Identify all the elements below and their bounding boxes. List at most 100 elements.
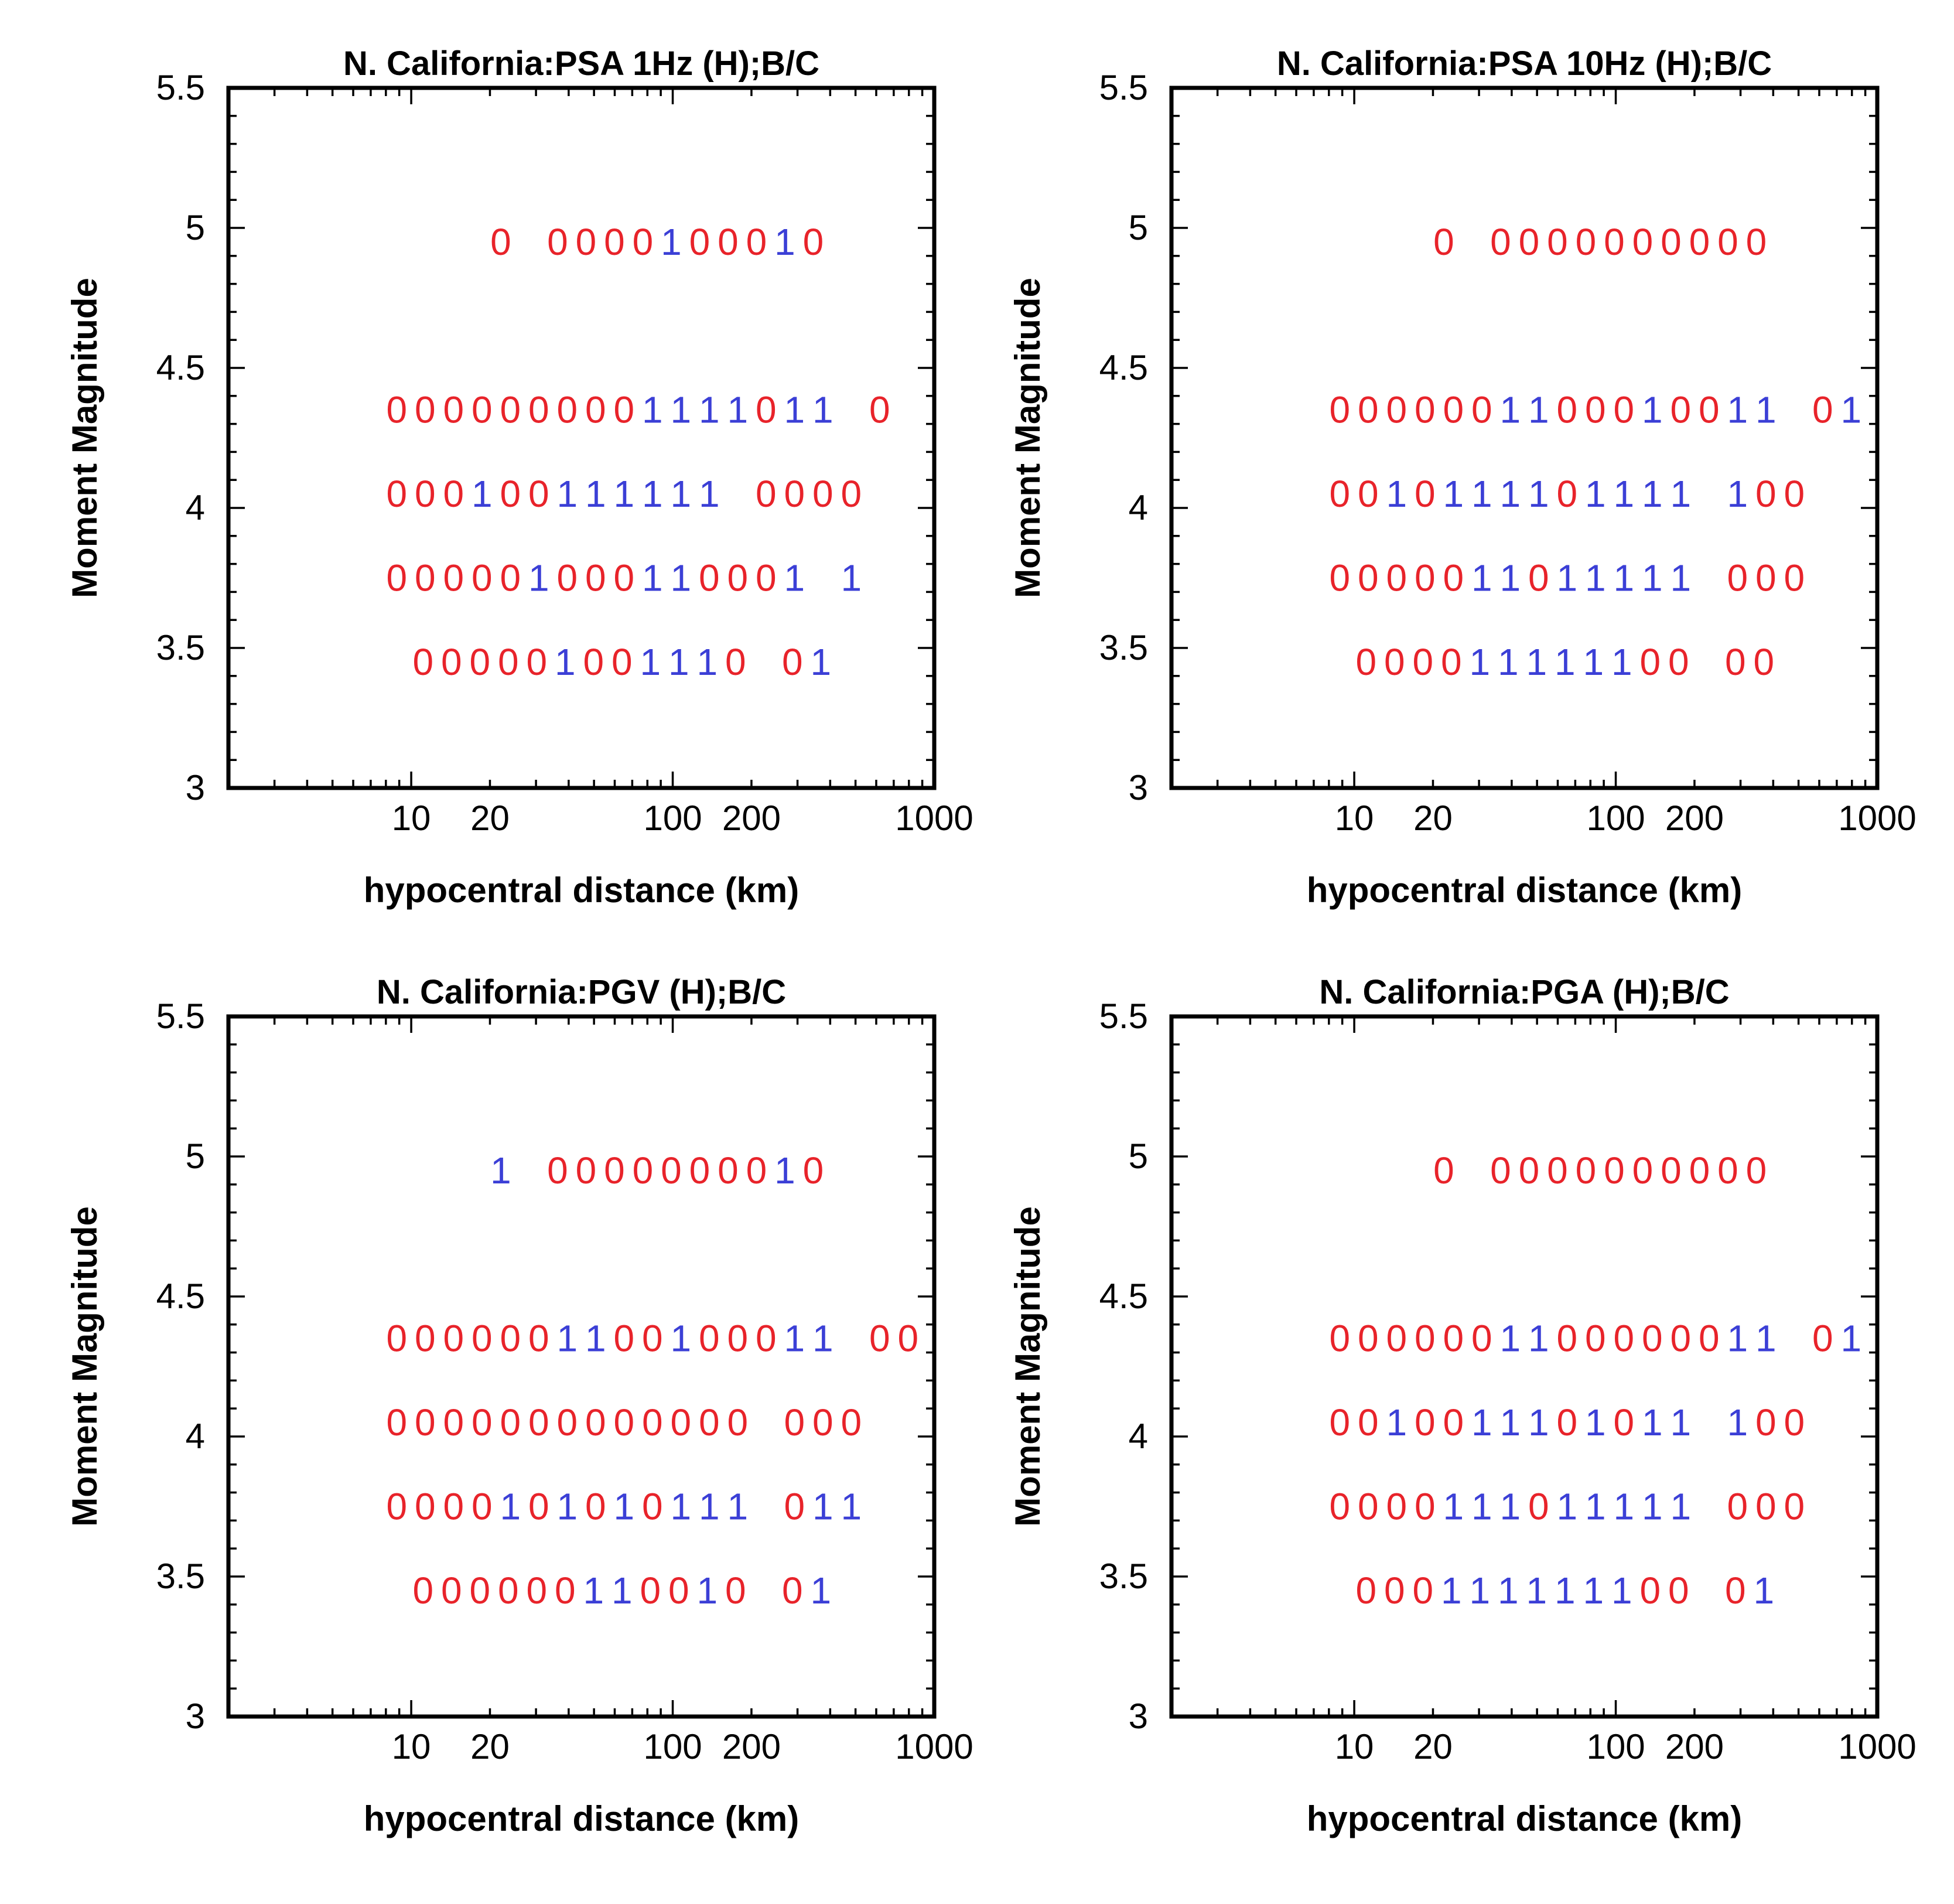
data-digit-one: 1 (585, 1318, 606, 1360)
chart-panel-4: N. California:PGA (H);B/C33.544.555.510 2… (1008, 973, 1917, 1838)
x-tick-label: 20 (1413, 799, 1453, 838)
data-digit-zero: 0 (1755, 557, 1777, 599)
data-digit-zero: 0 (1386, 1318, 1407, 1360)
y-tick-label: 5.5 (1099, 997, 1148, 1036)
data-digit-one: 1 (774, 1149, 795, 1192)
data-digit-one: 1 (1670, 1486, 1691, 1528)
data-digit-one: 1 (1528, 1401, 1549, 1444)
x-tick-label: 200 (722, 799, 781, 838)
data-digit-one: 1 (697, 1569, 718, 1612)
data-digit-zero: 0 (415, 473, 436, 515)
data-digit-zero: 0 (1755, 1401, 1777, 1444)
data-digit-zero: 0 (1415, 1486, 1436, 1528)
data-digit-zero: 0 (1668, 641, 1689, 683)
data-digit-one: 1 (1583, 1569, 1604, 1612)
data-digit-one: 1 (1499, 1486, 1521, 1528)
data-digit-zero: 0 (443, 1401, 464, 1444)
x-tick-label: 200 (1665, 1727, 1724, 1766)
data-digit-one: 1 (811, 1569, 832, 1612)
data-digit-one: 1 (556, 1486, 578, 1528)
plot-frame (1169, 86, 1880, 790)
data-digit-zero: 0 (613, 1401, 634, 1444)
data-digit-one: 1 (585, 473, 606, 515)
data-digit-zero: 0 (1358, 557, 1379, 599)
data-digit-zero: 0 (1642, 1318, 1663, 1360)
data-digit-one: 1 (1642, 473, 1663, 515)
y-axis-title: Moment Magnitude (1008, 1206, 1047, 1527)
data-digit-zero: 0 (725, 1569, 746, 1612)
data-digit-zero: 0 (1689, 221, 1710, 263)
data-digit-zero: 0 (1358, 473, 1379, 515)
data-digit-one: 1 (1642, 389, 1663, 431)
data-digit-one: 1 (642, 557, 663, 599)
data-digit-zero: 0 (1433, 221, 1454, 263)
plot-frame (226, 86, 937, 790)
data-digit-zero: 0 (1413, 1569, 1434, 1612)
data-digit-zero: 0 (841, 1401, 862, 1444)
data-digit-one: 1 (1470, 641, 1491, 683)
data-digit-one: 1 (1498, 641, 1519, 683)
data-digit-one: 1 (1585, 557, 1606, 599)
data-digit-zero: 0 (413, 641, 434, 683)
data-digit-zero: 0 (500, 1401, 521, 1444)
data-digit-zero: 0 (415, 389, 436, 431)
data-digit-zero: 0 (1443, 1401, 1464, 1444)
data-digit-one: 1 (784, 389, 805, 431)
y-axis-title: Moment Magnitude (1008, 278, 1047, 598)
data-digit-zero: 0 (386, 1318, 407, 1360)
data-digit-zero: 0 (699, 1401, 720, 1444)
data-digit-zero: 0 (1812, 389, 1833, 431)
data-digit-zero: 0 (527, 1569, 548, 1612)
data-digit-one: 1 (1727, 389, 1748, 431)
data-digit-zero: 0 (1784, 1401, 1805, 1444)
data-digit-zero: 0 (1356, 1569, 1377, 1612)
data-digit-one: 1 (555, 641, 576, 683)
data-digit-zero: 0 (661, 1149, 682, 1192)
data-digit-one: 1 (841, 557, 862, 599)
data-digit-zero: 0 (613, 557, 634, 599)
data-digit-one: 1 (1642, 1486, 1663, 1528)
data-digit-zero: 0 (812, 473, 833, 515)
data-digit-one: 1 (1499, 473, 1521, 515)
data-digit-one: 1 (1499, 557, 1521, 599)
data-digit-zero: 0 (1519, 221, 1540, 263)
data-digit-zero: 0 (413, 1569, 434, 1612)
data-digit-zero: 0 (1613, 389, 1634, 431)
data-digit-one: 1 (583, 1569, 604, 1612)
data-digit-zero: 0 (1415, 557, 1436, 599)
data-digit-one: 1 (613, 473, 634, 515)
data-digit-one: 1 (1727, 1401, 1748, 1444)
chart-title: N. California:PGV (H);B/C (377, 973, 786, 1011)
data-digit-zero: 0 (1329, 473, 1350, 515)
data-digit-zero: 0 (556, 389, 578, 431)
data-digit-one: 1 (1585, 473, 1606, 515)
x-tick-label: 1000 (1838, 799, 1916, 838)
data-digit-one: 1 (1386, 473, 1407, 515)
data-digit-zero: 0 (784, 1486, 805, 1528)
data-digit-zero: 0 (1556, 473, 1577, 515)
data-digit-zero: 0 (784, 473, 805, 515)
data-digit-one: 1 (697, 641, 718, 683)
data-digit-one: 1 (1499, 389, 1521, 431)
data-digit-zero: 0 (500, 1318, 521, 1360)
data-digit-zero: 0 (1329, 1486, 1350, 1528)
data-digit-zero: 0 (1668, 1569, 1689, 1612)
data-digit-one: 1 (612, 1569, 633, 1612)
y-tick-label: 5 (1129, 1137, 1148, 1176)
data-digit-one: 1 (1528, 1318, 1549, 1360)
data-digit-zero: 0 (490, 221, 511, 263)
data-digit-one: 1 (1441, 1569, 1462, 1612)
data-digit-zero: 0 (1717, 1149, 1738, 1192)
data-digit-zero: 0 (1358, 1318, 1379, 1360)
data-digit-one: 1 (1526, 641, 1548, 683)
data-digit-zero: 0 (1384, 641, 1405, 683)
data-digit-zero: 0 (727, 1318, 748, 1360)
data-digit-zero: 0 (576, 1149, 597, 1192)
data-digit-one: 1 (1555, 1569, 1576, 1612)
data-digit-zero: 0 (386, 557, 407, 599)
data-digit-one: 1 (670, 389, 691, 431)
data-digit-zero: 0 (1329, 1318, 1350, 1360)
data-digit-zero: 0 (472, 1401, 493, 1444)
data-digit-zero: 0 (415, 557, 436, 599)
x-tick-label: 20 (1413, 1727, 1453, 1766)
